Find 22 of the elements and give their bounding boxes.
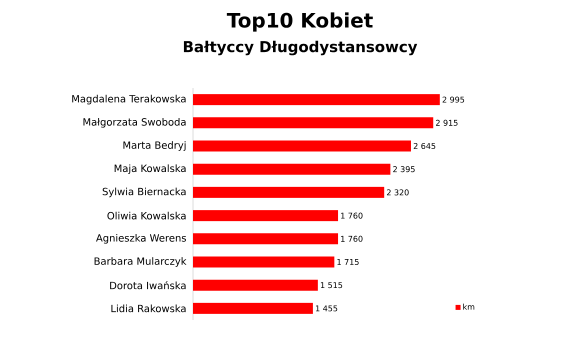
bar — [193, 210, 338, 222]
bar — [193, 280, 318, 291]
y-tick-label: Marta Bedryj — [123, 141, 186, 151]
bar — [193, 256, 334, 268]
bar — [193, 164, 390, 175]
bar — [193, 140, 411, 152]
y-tick-label: Lidia Rakowska — [111, 304, 186, 312]
y-tick-label: Maja Kowalska — [114, 164, 186, 174]
bar — [193, 117, 434, 128]
y-tick-label: Dorota Iwańska — [110, 281, 186, 290]
y-tick-label: Sylwia Biernacka — [102, 188, 186, 198]
bar — [193, 186, 384, 198]
chart-title: Top10 Kobiet — [226, 12, 373, 32]
bar — [193, 94, 440, 106]
y-tick-label: Magdalena Terakowska — [72, 94, 186, 104]
y-tick-label: Barbara Mularczyk — [94, 257, 186, 267]
y-tick-label: Agnieszka Werens — [96, 234, 186, 244]
bar — [193, 302, 313, 314]
y-tick-label: Oliwia Kowalska — [107, 212, 186, 220]
y-tick-label: Małgorzata Swoboda — [83, 118, 186, 128]
bar — [193, 233, 338, 244]
chart-subtitle: Bałtyccy Długodystansowcy — [184, 40, 418, 56]
